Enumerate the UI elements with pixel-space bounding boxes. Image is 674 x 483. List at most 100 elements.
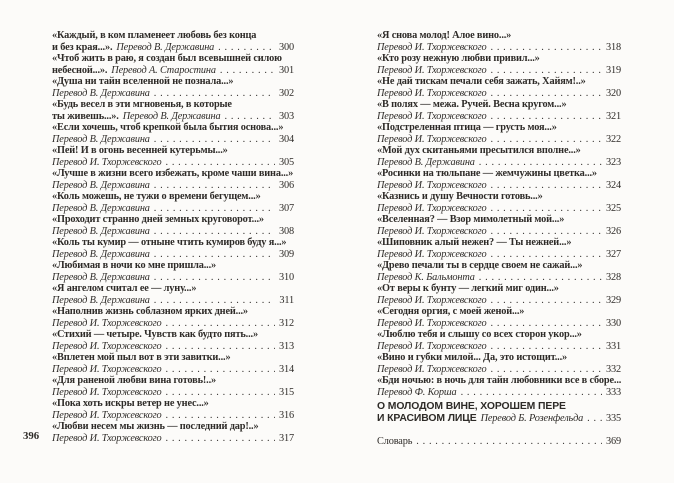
dot-leader (490, 65, 602, 77)
poem-title-line: «Люблю тебя и слышу со всех сторон укор.… (377, 329, 582, 340)
toc-entry: «Для раненой любви вина готовь!..» Перев… (52, 375, 294, 398)
page-number: 316 (279, 409, 294, 421)
toc-entry: «Если хочешь, чтоб крепкой была бытия ос… (52, 122, 294, 145)
toc-entry-second-line: Перевод В. Державина 302 (52, 88, 294, 100)
page-number: 305 (279, 156, 294, 168)
dot-leader (490, 249, 602, 261)
poem-title-line: «Наполнив жизнь соблазном ярких дней...» (52, 306, 248, 317)
translator-credit: Перевод И. Тхоржевского (52, 386, 162, 398)
dot-leader (165, 387, 275, 399)
poem-title-line: «Будь весел в эти мгновенья, в которые (52, 99, 232, 110)
toc-entry: «Люблю тебя и слышу со всех сторон укор.… (377, 329, 621, 352)
toc-entry-second-line: Перевод И. Тхоржевского 317 (52, 433, 294, 445)
poem-title-line: «Я снова молод! Алое вино...» (377, 30, 512, 41)
translator-credit: Перевод И. Тхоржевского (52, 340, 162, 352)
toc-entry-second-line: Перевод К. Бальмонта 328 (377, 272, 621, 284)
toc-entry: «Не дай тискам печали себя зажать, Хайям… (377, 76, 621, 99)
toc-entry-second-line: Перевод В. Державина 308 (52, 226, 294, 238)
translator-credit: Перевод И. Тхоржевского (377, 110, 487, 122)
poem-title-line: «Казнись и душу Вечности готовь...» (377, 191, 543, 202)
toc-entry: «Чтоб жить в раю, я создан был всевышней… (52, 53, 294, 76)
translator-credit: Перевод В. Державина (377, 156, 475, 168)
poem-title-line: «Пей! И в огонь весенней кутерьмы...» (52, 145, 228, 156)
toc-entry: «Каждый, в ком пламенеет любовь без конц… (52, 30, 294, 53)
poem-title-continuation: ты живешь...». (52, 110, 119, 122)
page-number: 331 (606, 340, 621, 352)
toc-entry-second-line: Перевод И. Тхоржевского 331 (377, 341, 621, 353)
section-heading: О МОЛОДОМ ВИНЕ, ХОРОШЕМ ПЕРЕ И КРАСИВОМ … (377, 401, 621, 425)
toc-entry: «Стихий — четыре. Чувств как будто пять.… (52, 329, 294, 352)
dot-leader (587, 413, 602, 425)
page-number: 312 (279, 317, 294, 329)
poem-title-line: «В полях — межа. Ручей. Весна кругом...» (377, 99, 567, 110)
toc-entry-second-line: Перевод В. Державина 304 (52, 134, 294, 146)
toc-entry-second-line: Перевод И. Тхоржевского 305 (52, 157, 294, 169)
translator-credit: Перевод И. Тхоржевского (377, 64, 487, 76)
poem-title-line: «Древо печали ты в сердце своем не сажай… (377, 260, 583, 271)
translator-credit: Перевод В. Державина (52, 202, 150, 214)
page-number: 321 (606, 110, 621, 122)
toc-entry: «Я снова молод! Алое вино...» Перевод И.… (377, 30, 621, 53)
toc-entry: «Мой дух скитаньями пресытился вполне...… (377, 145, 621, 168)
dot-leader (165, 318, 275, 330)
poem-title-line: «Пока хоть искры ветер не унес...» (52, 398, 209, 409)
dot-leader (479, 272, 602, 284)
page-number: 309 (279, 248, 294, 260)
poem-title-line: «Если хочешь, чтоб крепкой была бытия ос… (52, 122, 284, 133)
toc-entry: «Древо печали ты в сердце своем не сажай… (377, 260, 621, 283)
page-number: 301 (279, 64, 294, 76)
poem-title-line: «Чтоб жить в раю, я создан был всевышней… (52, 53, 282, 64)
toc-entry-second-line: небесной...». Перевод А. Старостина 301 (52, 65, 294, 77)
page-number: 332 (606, 363, 621, 375)
poem-title-line: «Подстреленная птица — грусть моя...» (377, 122, 557, 133)
toc-entry: «Лучше в жизни всего избежать, кроме чаш… (52, 168, 294, 191)
poem-title-continuation: и без края...». (52, 41, 113, 53)
translator-credit: Перевод В. Державина (52, 225, 150, 237)
poem-title-line: «Мой дух скитаньями пресытился вполне...… (377, 145, 581, 156)
section-heading-line1: О МОЛОДОМ ВИНЕ, ХОРОШЕМ ПЕРЕ (377, 401, 566, 412)
section-heading-line2: И КРАСИВОМ ЛИЦЕ (377, 413, 477, 424)
toc-entry-second-line: Перевод И. Тхоржевского 321 (377, 111, 621, 123)
toc-entry-second-line: Перевод И. Тхоржевского 332 (377, 364, 621, 376)
toc-entry: «Росинки на тюльпане — жемчужины цветка.… (377, 168, 621, 191)
toc-entry-second-line: Перевод И. Тхоржевского 314 (52, 364, 294, 376)
toc-entry: «Подстреленная птица — грусть моя...» Пе… (377, 122, 621, 145)
poem-title-line: «Кто розу нежную любви привил...» (377, 53, 540, 64)
glossary-entry: Словарь 369 (377, 436, 621, 448)
page-number: 310 (279, 271, 294, 283)
poem-title-line: «Коль можешь, не тужи о времени бегущем.… (52, 191, 261, 202)
dot-leader (154, 249, 275, 261)
translator-credit: Перевод И. Тхоржевского (377, 317, 487, 329)
dot-leader (490, 42, 602, 54)
translator-credit: Перевод И. Тхоржевского (377, 340, 487, 352)
translator-credit: Перевод И. Тхоржевского (377, 87, 487, 99)
translator-credit: Перевод И. Тхоржевского (377, 133, 487, 145)
translator-credit: Перевод И. Тхоржевского (377, 363, 487, 375)
left-page: «Каждый, в ком пламенеет любовь без конц… (52, 30, 294, 444)
translator-credit: Перевод И. Тхоржевского (52, 432, 162, 444)
page-number: 314 (279, 363, 294, 375)
toc-entry-second-line: Перевод И. Тхоржевского 324 (377, 180, 621, 192)
poem-title-line: «Проходит странно дней земных круговорот… (52, 214, 264, 225)
poem-title-line: «Лучше в жизни всего избежать, кроме чаш… (52, 168, 294, 179)
dot-leader (154, 180, 275, 192)
toc-entry: «Сегодня оргия, с моей женой...» Перевод… (377, 306, 621, 329)
toc-entry: «Вино и губки милой... Да, это истощит..… (377, 352, 621, 375)
page-number: 317 (279, 432, 294, 444)
toc-entry-second-line: Перевод В. Державина 310 (52, 272, 294, 284)
toc-entry-second-line: Перевод И. Тхоржевского 330 (377, 318, 621, 330)
toc-entry-second-line: Перевод В. Державина 311 (52, 295, 294, 307)
page-number: 319 (606, 64, 621, 76)
page-number: 302 (279, 87, 294, 99)
translator-credit: Перевод К. Бальмонта (377, 271, 475, 283)
dot-leader (490, 364, 602, 376)
poem-title-line: «От веры к бунту — легкий миг один...» (377, 283, 559, 294)
page-number: 300 (279, 41, 294, 53)
page-number: 304 (279, 133, 294, 145)
translator-credit: Перевод И. Тхоржевского (377, 294, 487, 306)
toc-entry-second-line: ты живешь...». Перевод В. Державина 303 (52, 111, 294, 123)
page-number: 322 (606, 133, 621, 145)
translator-credit: Перевод В. Державина (52, 87, 150, 99)
page-number: 307 (279, 202, 294, 214)
dot-leader (490, 111, 602, 123)
